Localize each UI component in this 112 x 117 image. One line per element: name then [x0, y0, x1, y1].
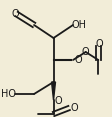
Text: O: O [70, 103, 78, 113]
Text: HO: HO [1, 89, 16, 99]
Text: O: O [82, 47, 89, 57]
Text: O: O [74, 55, 82, 65]
Text: OH: OH [71, 20, 86, 30]
Text: O: O [12, 9, 19, 19]
Text: O: O [96, 39, 103, 49]
Polygon shape [52, 82, 55, 100]
Text: O: O [55, 96, 62, 106]
